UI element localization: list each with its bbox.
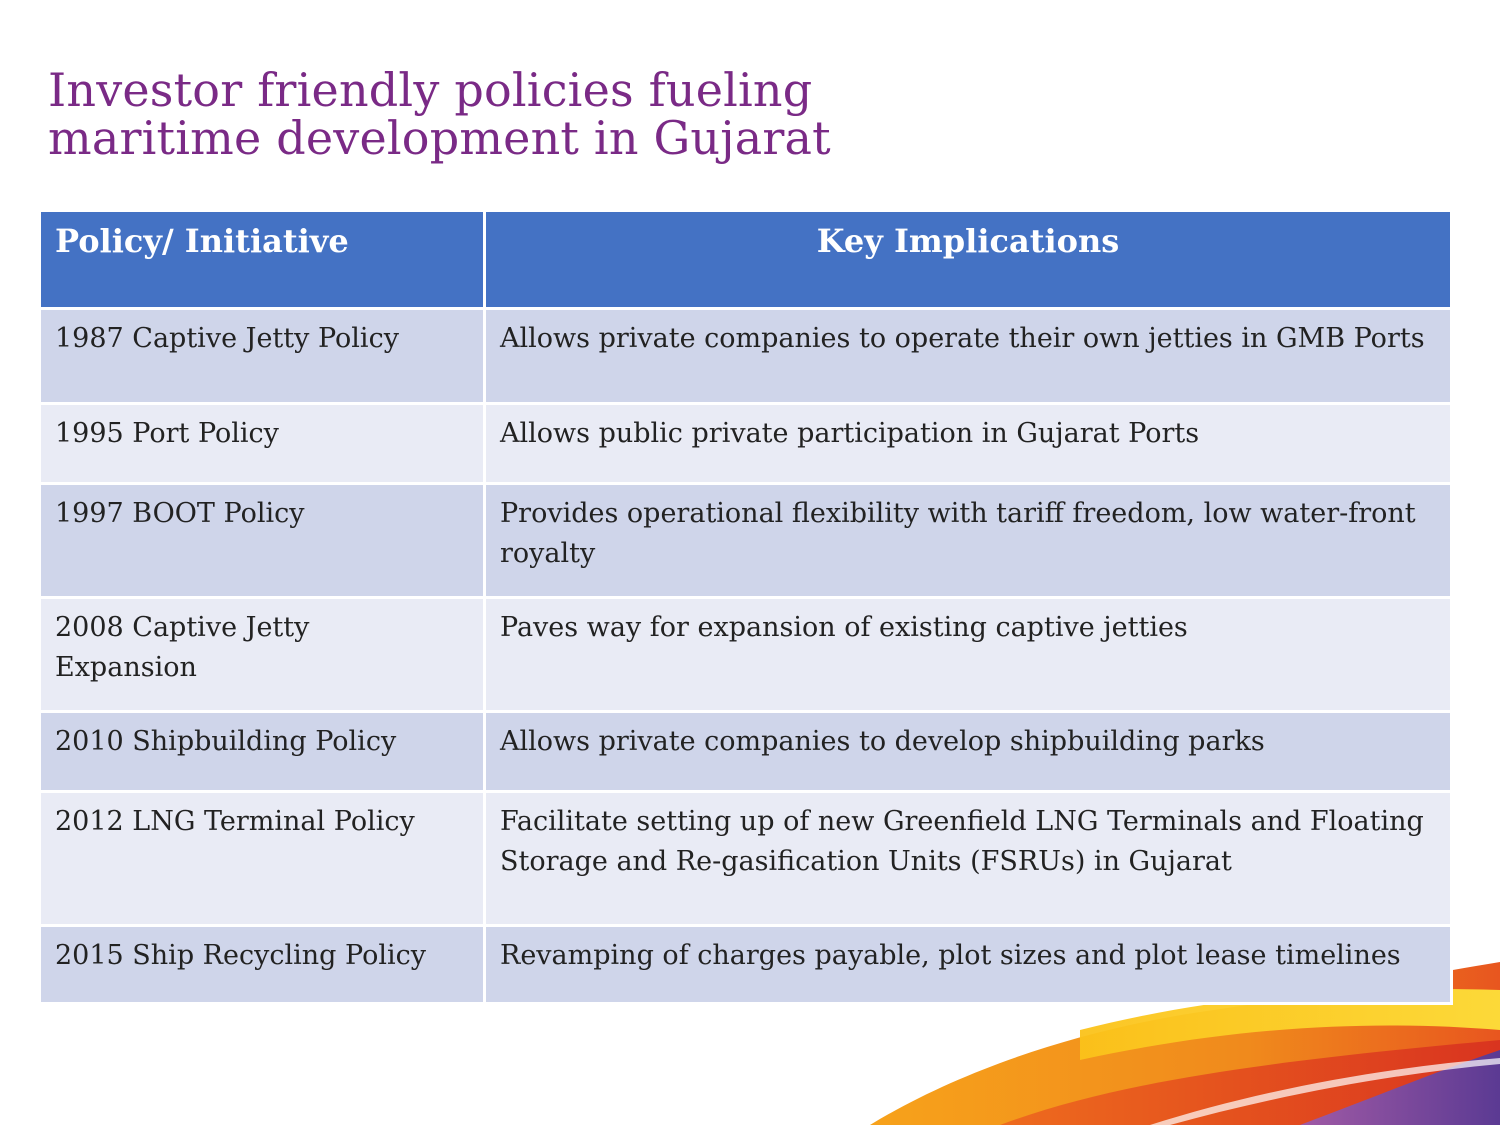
table-row: 2012 LNG Terminal Policy Facilitate sett… — [38, 790, 1453, 927]
implication-cell: Revamping of charges payable, plot sizes… — [483, 924, 1453, 1005]
table-row: 1997 BOOT Policy Provides operational fl… — [38, 482, 1453, 599]
implication-cell: Paves way for expansion of existing capt… — [483, 596, 1453, 713]
policy-cell: 1987 Captive Jetty Policy — [38, 307, 486, 405]
table-row: 2010 Shipbuilding Policy Allows private … — [38, 710, 1453, 793]
policy-cell: 1997 BOOT Policy — [38, 482, 486, 599]
header-policy-initiative: Policy/ Initiative — [38, 209, 486, 310]
implication-cell: Facilitate setting up of new Greenfield … — [483, 790, 1453, 927]
table-row: 2008 Captive Jetty Expansion Paves way f… — [38, 596, 1453, 713]
policy-cell: 2008 Captive Jetty Expansion — [38, 596, 486, 713]
table-row: 1995 Port Policy Allows public private p… — [38, 402, 1453, 485]
table-header-row: Policy/ Initiative Key Implications — [38, 209, 1453, 310]
header-key-implications: Key Implications — [483, 209, 1453, 310]
implication-cell: Provides operational flexibility with ta… — [483, 482, 1453, 599]
implication-cell: Allows private companies to develop ship… — [483, 710, 1453, 793]
policy-cell: 2010 Shipbuilding Policy — [38, 710, 486, 793]
policy-cell: 1995 Port Policy — [38, 402, 486, 485]
wave-white-stripe — [1150, 1058, 1500, 1125]
wave-yellow-band — [1080, 989, 1500, 1060]
table-row: 2015 Ship Recycling Policy Revamping of … — [38, 924, 1453, 1005]
slide-title-line-1: Investor friendly policies fueling — [48, 63, 813, 117]
policy-table: Policy/ Initiative Key Implications 1987… — [38, 209, 1453, 1005]
implication-cell: Allows private companies to operate thei… — [483, 307, 1453, 405]
slide-title: Investor friendly policies fueling marit… — [48, 66, 1048, 162]
policy-cell: 2012 LNG Terminal Policy — [38, 790, 486, 927]
implication-cell: Allows public private participation in G… — [483, 402, 1453, 485]
table-row: 1987 Captive Jetty Policy Allows private… — [38, 307, 1453, 405]
policy-cell: 2015 Ship Recycling Policy — [38, 924, 486, 1005]
slide-title-line-2: maritime development in Gujarat — [48, 111, 831, 165]
